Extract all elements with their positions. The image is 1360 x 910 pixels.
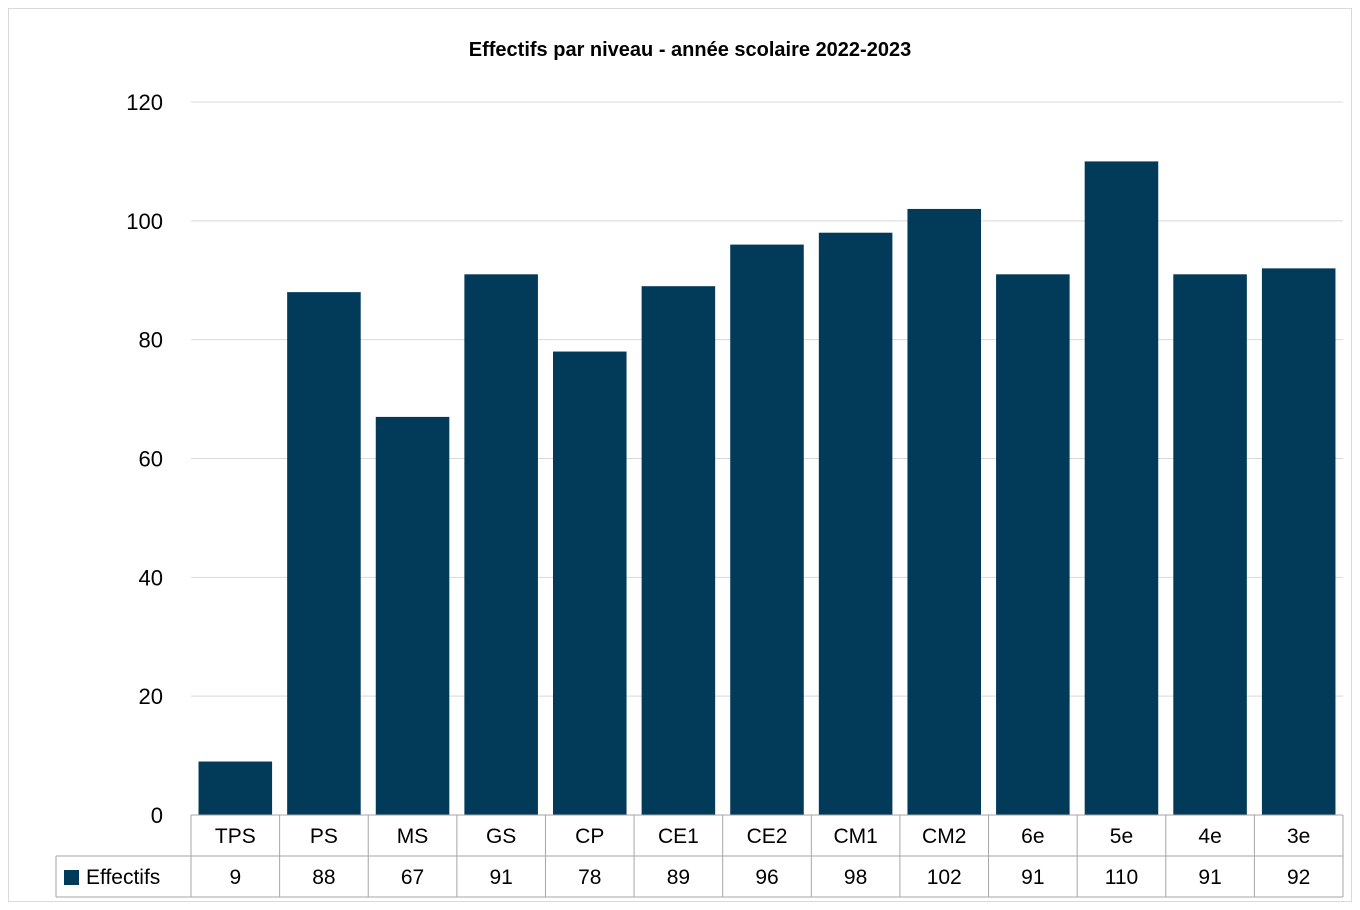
- y-tick-label: 0: [151, 803, 163, 828]
- y-tick-label: 20: [139, 684, 163, 709]
- bars: [199, 161, 1336, 815]
- bar-CE2: [730, 245, 804, 815]
- bar-CP: [553, 352, 627, 815]
- value-label: 91: [489, 866, 512, 889]
- value-label: 89: [667, 866, 690, 889]
- legend-label: Effectifs: [86, 866, 160, 889]
- category-label: TPS: [215, 825, 256, 848]
- value-label: 96: [755, 866, 778, 889]
- value-label: 67: [401, 866, 424, 889]
- value-label: 102: [927, 866, 962, 889]
- category-label: 4e: [1198, 825, 1221, 848]
- bar-CM1: [819, 233, 893, 815]
- legend-swatch: [64, 870, 79, 885]
- category-label: 5e: [1110, 825, 1133, 848]
- value-label: 92: [1287, 866, 1310, 889]
- category-label: 6e: [1021, 825, 1044, 848]
- value-label: 91: [1021, 866, 1044, 889]
- y-tick-label: 80: [139, 328, 163, 353]
- data-table: TPS 9 PS 88 MS 67 GS 91 CP 78 CE1 89 CE2 96 CM1 98 CM2 10…: [56, 815, 1343, 897]
- y-axis-ticks: 0 20 40 60 80 100 120: [126, 90, 163, 828]
- category-label: CE1: [658, 825, 699, 848]
- bar-5e: [1085, 161, 1159, 815]
- y-tick-label: 120: [126, 90, 163, 115]
- chart-title: Effectifs par niveau - année scolaire 20…: [469, 39, 911, 61]
- value-label: 78: [578, 866, 601, 889]
- y-tick-label: 100: [126, 209, 163, 234]
- bar-6e: [996, 274, 1070, 815]
- category-label: GS: [486, 825, 516, 848]
- bar-CM2: [907, 209, 981, 815]
- category-label: CE2: [747, 825, 788, 848]
- value-label: 91: [1198, 866, 1221, 889]
- category-label: CM2: [922, 825, 966, 848]
- category-label: MS: [397, 825, 429, 848]
- value-label: 88: [312, 866, 335, 889]
- bar-3e: [1262, 268, 1336, 815]
- y-tick-label: 60: [139, 447, 163, 472]
- category-label: CP: [575, 825, 604, 848]
- bar-CE1: [642, 286, 716, 815]
- value-label: 98: [844, 866, 867, 889]
- bar-GS: [464, 274, 538, 815]
- value-label: 110: [1105, 866, 1138, 889]
- category-label: 3e: [1287, 825, 1310, 848]
- bar-PS: [287, 292, 361, 815]
- bar-MS: [376, 417, 450, 815]
- bar-4e: [1173, 274, 1247, 815]
- value-label: 9: [229, 866, 241, 889]
- category-label: PS: [310, 825, 338, 848]
- bar-TPS: [199, 762, 273, 815]
- y-tick-label: 40: [139, 565, 163, 590]
- category-label: CM1: [833, 825, 877, 848]
